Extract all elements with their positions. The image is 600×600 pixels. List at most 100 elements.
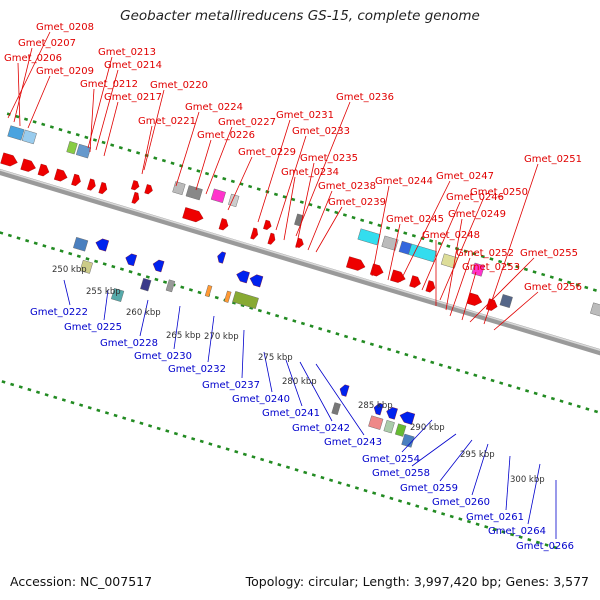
forward-gene-arrow — [250, 227, 258, 240]
gene-label-gmet-0256: Gmet_0256 — [524, 282, 582, 293]
tick-mark — [148, 424, 153, 428]
tick-mark — [542, 394, 547, 398]
gene-label-gmet-0242: Gmet_0242 — [292, 423, 350, 434]
gene-label-gmet-0239: Gmet_0239 — [328, 197, 386, 208]
tick-mark — [456, 368, 461, 372]
tick-mark — [300, 321, 306, 326]
tick-mark — [507, 383, 512, 388]
tick-mark — [273, 192, 279, 197]
gene-label-gmet-0266: Gmet_0266 — [516, 541, 574, 552]
tick-mark — [32, 120, 37, 124]
gene-label-gmet-0206: Gmet_0206 — [4, 53, 62, 64]
tick-mark — [404, 352, 409, 357]
tick-mark — [559, 399, 564, 403]
tick-mark — [403, 231, 408, 235]
leader-line — [95, 69, 119, 151]
leader-line — [299, 361, 333, 422]
gene-label-gmet-0245: Gmet_0245 — [386, 214, 444, 225]
tick-mark — [208, 442, 213, 446]
gene-label-gmet-0226: Gmet_0226 — [197, 130, 255, 141]
tick-mark — [136, 151, 141, 155]
gene-label-gmet-0260: Gmet_0260 — [432, 497, 490, 508]
tick-mark — [102, 262, 107, 266]
tick-mark — [257, 308, 262, 313]
leader-line — [527, 463, 541, 525]
tick-mark — [421, 358, 426, 362]
leader-line — [421, 201, 461, 291]
leader-line — [139, 299, 149, 337]
tick-mark — [239, 182, 244, 186]
tick-mark — [283, 316, 288, 321]
tick-mark — [423, 506, 428, 511]
gene-label-gmet-0208: Gmet_0208 — [36, 22, 94, 33]
tick-mark — [170, 161, 175, 166]
tick-mark — [92, 138, 98, 142]
gene-label-gmet-0225: Gmet_0225 — [64, 322, 122, 333]
tick-mark — [268, 460, 273, 464]
leader-line — [175, 111, 200, 187]
tick-mark — [499, 381, 504, 385]
gene-label-gmet-0229: Gmet_0229 — [238, 147, 296, 158]
reverse-feature-box — [401, 433, 415, 448]
tick-mark — [308, 202, 313, 207]
gene-label-gmet-0254: Gmet_0254 — [362, 454, 420, 465]
leader-line — [371, 185, 390, 277]
gene-label-gmet-0220: Gmet_0220 — [150, 80, 208, 91]
tick-mark — [139, 421, 144, 426]
tick-mark — [352, 337, 357, 341]
tick-mark — [532, 270, 537, 274]
tick-mark — [291, 197, 296, 202]
leader-line — [227, 156, 253, 211]
tick-mark — [363, 488, 368, 493]
tick-mark — [23, 117, 29, 122]
tick-mark — [128, 270, 133, 274]
tick-marks — [0, 112, 599, 550]
leader-line — [285, 359, 303, 407]
reverse-gene-arrow — [217, 251, 226, 264]
leader-line — [505, 455, 511, 511]
tick-mark — [156, 426, 161, 431]
tick-mark — [429, 239, 434, 243]
tick-mark — [337, 481, 342, 485]
tick-mark — [182, 434, 187, 438]
tick-mark — [492, 527, 497, 532]
leader-line — [295, 101, 351, 237]
leader-line — [469, 257, 535, 323]
tick-mark — [447, 365, 452, 370]
leader-line — [315, 363, 365, 436]
tick-mark — [111, 264, 116, 269]
tick-mark — [394, 228, 399, 233]
forward-gene-arrow — [409, 275, 421, 288]
leader-line — [439, 439, 473, 482]
tick-mark — [137, 272, 142, 277]
gene-label-gmet-0247: Gmet_0247 — [436, 171, 494, 182]
forward-feature-box — [471, 262, 485, 277]
tick-mark — [550, 396, 555, 401]
forward-gene-arrow — [267, 232, 276, 245]
forward-feature-box — [590, 302, 600, 317]
tick-mark — [464, 370, 469, 375]
scale-label: 285 kbp — [358, 401, 393, 411]
reverse-feature-box — [383, 420, 395, 434]
leader-line — [241, 329, 245, 379]
tick-mark — [484, 525, 489, 529]
tick-mark — [549, 275, 554, 279]
gene-label-gmet-0258: Gmet_0258 — [372, 468, 430, 479]
tick-mark — [1, 380, 6, 384]
tick-mark — [7, 233, 12, 238]
tick-mark — [42, 244, 47, 248]
tick-mark — [25, 238, 30, 243]
reverse-gene-arrow — [339, 384, 350, 397]
tick-mark — [335, 332, 340, 336]
reverse-feature-box — [331, 402, 341, 416]
gene-label-gmet-0230: Gmet_0230 — [134, 351, 192, 362]
tick-mark — [458, 517, 463, 521]
tick-mark — [75, 133, 80, 137]
tick-mark — [535, 540, 540, 545]
tick-mark — [213, 174, 218, 178]
tick-mark — [361, 339, 366, 344]
scale-label: 290 kbp — [410, 423, 445, 433]
tick-mark — [113, 413, 118, 418]
label-leader-lines — [7, 31, 557, 539]
